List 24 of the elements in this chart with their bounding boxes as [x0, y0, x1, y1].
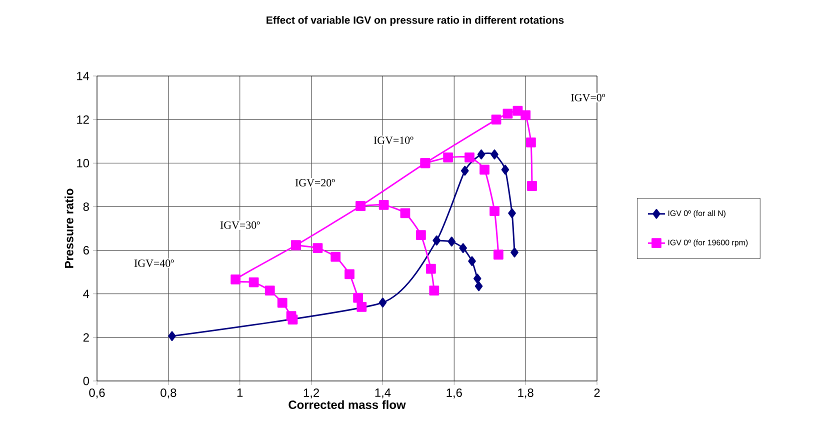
x-axis-title: Corrected mass flow	[288, 400, 406, 409]
x-tick-label: 1,6	[446, 388, 462, 398]
chart-title: Effect of variable IGV on pressure ratio in different rotations	[266, 16, 564, 26]
x-tick-label: 2	[594, 388, 600, 397]
x-tick-label: 1,4	[375, 388, 391, 398]
x-tick-label: 0,6	[89, 388, 105, 398]
y-tick-label: 12	[77, 115, 89, 124]
y-tick-label: 10	[77, 158, 90, 168]
y-tick-label: 8	[83, 202, 89, 211]
annotation: IGV=0º	[571, 94, 606, 102]
annotation: IGV=10º	[374, 136, 414, 144]
x-tick-label: 1	[237, 388, 243, 397]
x-tick-label: 1,2	[304, 388, 320, 398]
annotation: IGV=20º	[295, 179, 335, 186]
y-tick-label: 0	[83, 376, 90, 386]
annotation: IGV=40º	[134, 260, 174, 267]
y-tick-label: 4	[83, 290, 90, 298]
y-tick-label: 6	[83, 246, 89, 254]
x-tick-label: 1,8	[518, 388, 534, 398]
x-tick-label: 0,8	[160, 388, 176, 398]
annotation: IGV=30º	[220, 221, 260, 229]
y-tick-label: 14	[77, 72, 90, 80]
y-tick-label: 2	[83, 333, 89, 342]
y-axis-title: Pressure ratio	[64, 188, 74, 268]
